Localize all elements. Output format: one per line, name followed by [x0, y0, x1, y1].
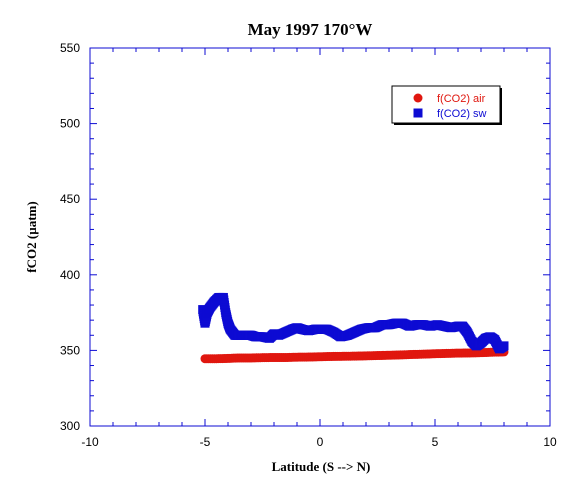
- tick-labels: -10 -5 0 5 10 300 350 400 450 500 550: [60, 41, 557, 449]
- x-tick-label: -10: [81, 435, 99, 449]
- legend: f(CO2) air f(CO2) sw: [391, 85, 502, 125]
- legend-shadow-bottom: [394, 123, 502, 125]
- legend-sw-marker: [413, 108, 423, 118]
- sw-point: [499, 341, 509, 351]
- x-tick-label: 10: [543, 435, 557, 449]
- x-tick-label: 5: [432, 435, 439, 449]
- y-tick-label: 400: [60, 268, 80, 282]
- y-tick-label: 550: [60, 41, 80, 55]
- legend-shadow-right: [500, 88, 502, 125]
- y-tick-label: 300: [60, 419, 80, 433]
- chart-title: May 1997 170°W: [248, 20, 373, 39]
- y-tick-label: 350: [60, 343, 80, 357]
- series-sw: [198, 292, 509, 354]
- y-tick-label: 450: [60, 192, 80, 206]
- x-tick-label: -5: [200, 435, 211, 449]
- legend-sw-label: f(CO2) sw: [437, 108, 487, 120]
- axis-ticks: [89, 47, 551, 427]
- legend-air-label: f(CO2) air: [437, 93, 486, 105]
- series-air: [200, 347, 509, 364]
- legend-air-marker: [413, 93, 423, 103]
- y-tick-label: 500: [60, 117, 80, 131]
- series-layer: [198, 292, 509, 364]
- x-axis-label: Latitude (S --> N): [272, 459, 371, 474]
- y-axis-label: fCO2 (µatm): [24, 201, 39, 272]
- x-tick-label: 0: [317, 435, 324, 449]
